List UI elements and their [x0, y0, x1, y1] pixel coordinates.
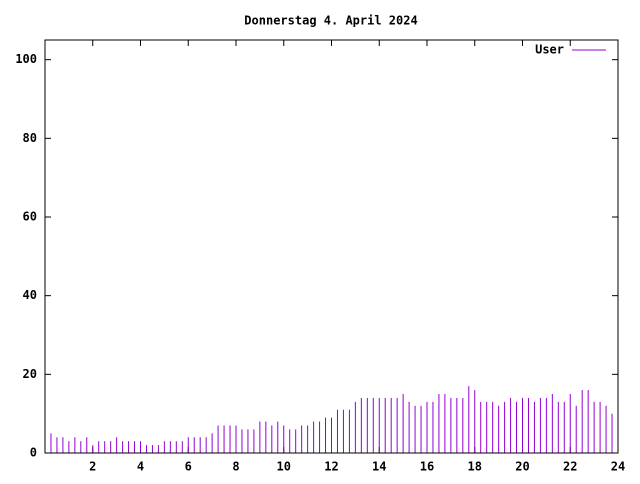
x-tick-label: 4	[137, 460, 144, 474]
x-tick-label: 12	[324, 460, 338, 474]
x-tick-label: 14	[372, 460, 386, 474]
y-tick-label: 100	[15, 52, 37, 66]
x-tick-label: 6	[185, 460, 192, 474]
y-tick-label: 60	[23, 210, 37, 224]
y-tick-label: 0	[30, 446, 37, 460]
y-tick-label: 40	[23, 288, 37, 302]
x-tick-label: 24	[611, 460, 625, 474]
x-tick-label: 8	[232, 460, 239, 474]
x-tick-label: 20	[515, 460, 529, 474]
x-tick-label: 18	[468, 460, 482, 474]
x-tick-label: 2	[89, 460, 96, 474]
x-tick-label: 10	[277, 460, 291, 474]
plot-frame	[44, 39, 619, 454]
chart-title: Donnerstag 4. April 2024	[244, 14, 417, 28]
x-tick-label: 16	[420, 460, 434, 474]
y-tick-label: 80	[23, 131, 37, 145]
y-tick-label: 20	[23, 367, 37, 381]
x-tick-label: 22	[563, 460, 577, 474]
legend-label: User	[535, 43, 564, 57]
